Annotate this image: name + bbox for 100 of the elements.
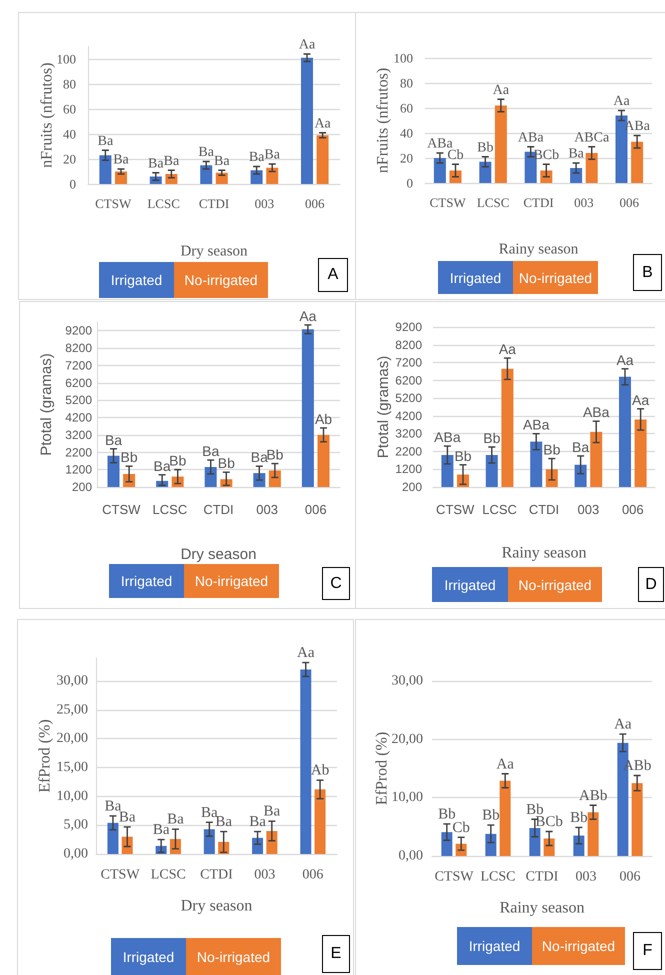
data-label: Ba [118,809,136,826]
bar [300,670,312,854]
y-tick-label: 100 [56,52,76,66]
data-label: Bb [438,806,456,822]
data-label: Bb [477,140,494,156]
x-axis-title: Dry season [180,546,256,563]
y-tick-label: 4200 [65,410,92,425]
y-tick-label: 20 [400,150,413,166]
text: No-irrigated [184,564,279,598]
x-tick-label: 006 [620,195,640,210]
data-label: Aa [297,645,315,662]
bar [266,830,278,854]
bar [588,812,599,856]
text: B [633,254,662,291]
y-tick-label: 200 [402,480,422,494]
y-tick-label: 30,00 [56,674,88,689]
text: Irrigated [457,927,532,965]
y-tick-label: 40 [400,126,413,140]
text: Irrigated [109,564,184,598]
x-tick-label: LCSC [152,502,188,517]
x-tick-label: CTDI [198,196,230,211]
bar [441,832,452,856]
x-tick-label: CTSW [100,868,140,882]
x-tick-label: CTSW [430,195,466,210]
x-tick-label: CTSW [434,870,474,884]
y-tick-label: 5200 [65,393,92,408]
bar [479,162,492,183]
y-tick-label: 9200 [65,324,92,338]
x-tick-label: CTDI [200,868,234,882]
data-label: Aa [496,756,514,772]
data-label: Ba [167,812,184,828]
text: Irrigated [99,262,174,298]
text: Irrigated [438,261,513,294]
x-tick-label: CTDI [523,195,554,210]
bar [99,155,112,184]
bar [570,168,582,183]
x-tick-label: CTDI [526,870,559,884]
bar [500,780,511,856]
data-label: Aa [613,94,630,109]
y-axis-title: Ptotal (gramas) [375,356,392,458]
x-tick-label: 006 [305,196,326,211]
y-tick-label: 0 [406,176,413,190]
bar [632,783,643,856]
bar [204,829,215,854]
x-tick-label: LCSC [482,502,517,517]
y-tick-label: 60 [400,100,413,116]
x-tick-label: 003 [254,196,274,211]
bar [573,836,584,856]
text: No-irrigated [174,262,268,298]
y-tick-label: 15,00 [56,760,88,776]
y-tick-label: 10,00 [392,790,423,806]
data-label: Ba [164,154,180,169]
y-tick-label: 1200 [65,462,92,477]
text: A [318,258,348,292]
data-label: Ba [214,154,230,169]
data-label: Cb [452,820,470,836]
x-axis-title: Rainy season [498,242,579,258]
y-tick-label: 1200 [395,462,422,476]
text: Irrigated [432,567,508,602]
y-tick-label: 8200 [65,341,92,356]
data-label: Bb [570,810,588,826]
x-tick-label: 003 [256,502,278,517]
y-tick-label: 30,00 [392,674,423,688]
data-label: ABa [518,130,544,146]
bar [115,172,127,184]
text: F [633,932,662,970]
bar [434,158,446,183]
data-label: Ba [248,150,266,165]
x-tick-label: LCSC [480,870,516,884]
y-tick-label: 0,00 [398,848,423,864]
data-label: Bb [120,449,138,466]
text: E [322,935,350,973]
data-label: Aa [614,716,632,733]
y-tick-label: 9200 [395,320,422,334]
x-tick-label: LCSC [147,196,180,211]
data-label: ABa [434,429,461,446]
bar [631,142,644,183]
data-label: Aa [314,116,332,132]
data-label: Ba [148,156,164,172]
x-tick-label: 006 [620,870,640,884]
y-tick-label: 40 [63,126,76,142]
data-label: Ba [202,443,220,460]
bar [494,106,507,183]
x-tick-label: 003 [578,502,600,517]
x-tick-label: CTDI [203,502,234,517]
data-label: Aa [299,308,317,324]
y-tick-label: 100 [394,50,413,66]
x-tick-label: CTSW [436,502,476,517]
data-label: Aa [632,392,650,408]
data-label: ABa [522,416,550,433]
bar [314,789,326,854]
bar [301,58,313,184]
data-label: BCb [535,814,563,830]
y-tick-label: 10,00 [56,788,88,804]
y-tick-label: 5200 [395,391,422,406]
data-label: Ba [152,822,170,838]
text: C [322,567,350,600]
text: No-irrigated [186,938,281,975]
y-axis-title: nFruits (nfrutos) [38,62,56,168]
x-axis-title: Dry season [180,244,248,260]
